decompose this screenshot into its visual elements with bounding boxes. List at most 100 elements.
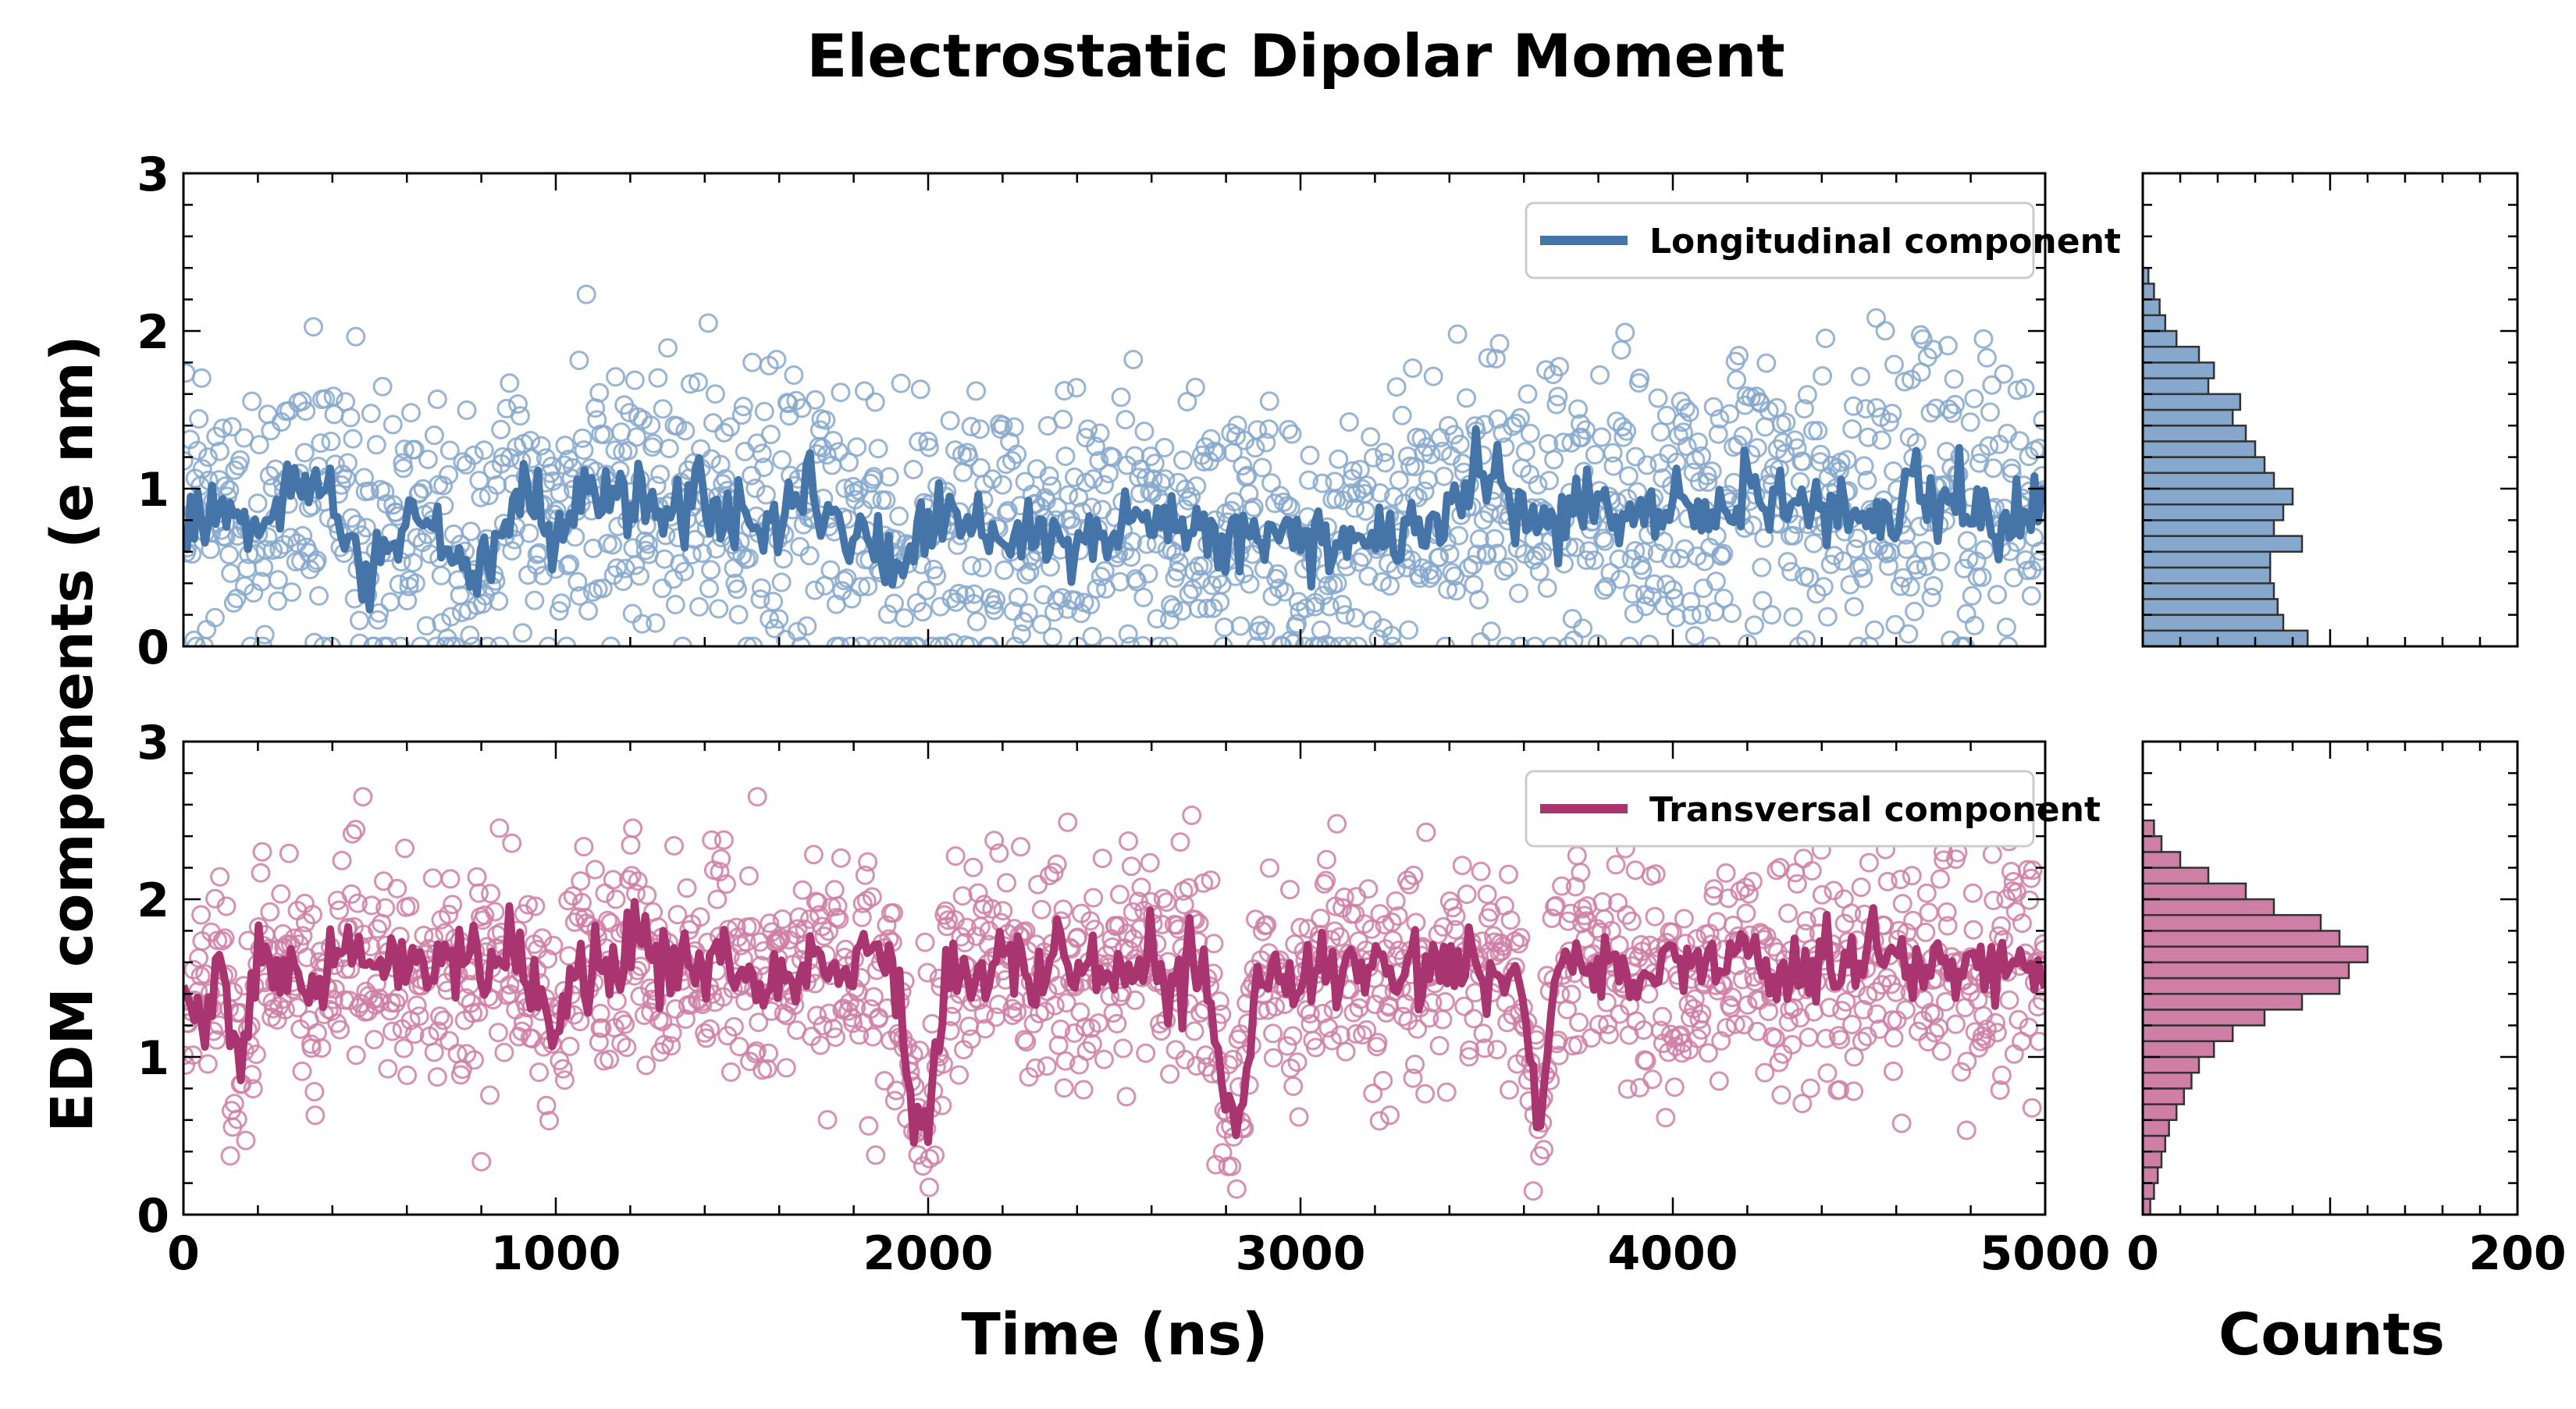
scatter-point bbox=[1898, 624, 1919, 644]
scatter-point bbox=[1434, 466, 1454, 486]
scatter-point bbox=[618, 440, 639, 461]
scatter-point bbox=[792, 880, 813, 900]
scatter-point bbox=[1942, 403, 1962, 423]
scatter-point bbox=[961, 417, 981, 436]
scatter-point bbox=[2033, 934, 2045, 954]
histogram-bar bbox=[2141, 598, 2279, 616]
scatter-point bbox=[813, 1016, 833, 1036]
histogram-bar bbox=[2141, 487, 2294, 506]
scatter-point bbox=[276, 1000, 295, 1019]
scatter-point bbox=[1594, 580, 1614, 600]
scatter-point bbox=[1585, 445, 1605, 464]
scatter-point bbox=[1361, 919, 1382, 939]
scatter-point bbox=[1710, 409, 1730, 429]
scatter-point bbox=[789, 907, 809, 927]
x-axis-label: Time (ns) bbox=[961, 1301, 1268, 1368]
scatter-point bbox=[851, 636, 871, 646]
scatter-point bbox=[1576, 550, 1596, 571]
histogram-bars bbox=[2141, 266, 2309, 648]
scatter-point bbox=[1439, 544, 1460, 564]
scatter-point bbox=[1280, 880, 1300, 900]
scatter-point bbox=[1987, 585, 2008, 605]
scatter-point bbox=[292, 391, 312, 411]
scatter-point bbox=[1552, 876, 1572, 896]
scatter-point bbox=[1343, 1002, 1364, 1023]
scatter-point bbox=[1283, 1076, 1304, 1096]
scatter-point bbox=[525, 590, 545, 610]
scatter-point bbox=[982, 469, 1002, 489]
scatter-point bbox=[529, 1062, 550, 1083]
scatter-series bbox=[183, 284, 2045, 646]
scatter-point bbox=[1443, 898, 1463, 918]
scatter-point bbox=[1653, 1006, 1672, 1027]
scatter-point bbox=[1290, 917, 1311, 938]
scatter-point bbox=[558, 891, 578, 911]
scatter-point bbox=[717, 874, 736, 894]
scatter-point bbox=[1403, 1068, 1423, 1088]
scatter-point bbox=[2015, 378, 2035, 398]
scatter-point bbox=[550, 482, 570, 503]
scatter-point bbox=[215, 928, 235, 948]
scatter-point bbox=[982, 898, 1002, 919]
scatter-point bbox=[1386, 377, 1407, 397]
scatter-point bbox=[1336, 1041, 1356, 1062]
scatter-point bbox=[1914, 541, 1934, 561]
scatter-point bbox=[1598, 1014, 1618, 1034]
scatter-point bbox=[418, 450, 438, 469]
scatter-point bbox=[1279, 419, 1299, 439]
scatter-point bbox=[475, 906, 495, 925]
scatter-point bbox=[1923, 340, 1943, 360]
scatter-point bbox=[440, 869, 461, 889]
scatter-point bbox=[426, 636, 447, 646]
scatter-point bbox=[1939, 399, 1959, 419]
scatter-point bbox=[1345, 608, 1365, 628]
scatter-point bbox=[1206, 1155, 1226, 1175]
histogram-bar bbox=[2141, 945, 2369, 964]
scatter-point bbox=[1187, 476, 1207, 496]
scatter-point bbox=[986, 589, 1006, 610]
scatter-point bbox=[1369, 1111, 1389, 1131]
scatter-point bbox=[1675, 398, 1695, 418]
scatter-point bbox=[1892, 894, 1912, 914]
scatter-point bbox=[692, 543, 713, 564]
scatter-point bbox=[382, 415, 403, 435]
scatter-point bbox=[1373, 1070, 1393, 1091]
scatter-point bbox=[1031, 899, 1051, 920]
scatter-point bbox=[1349, 552, 1369, 572]
scatter-point bbox=[1688, 1028, 1708, 1048]
scatter-point bbox=[1044, 995, 1065, 1016]
scatter-point bbox=[749, 1012, 769, 1033]
scatter-point bbox=[1585, 550, 1604, 571]
scatter-point bbox=[364, 636, 384, 646]
scatter-point bbox=[493, 447, 513, 467]
scatter-point bbox=[1744, 615, 1764, 635]
scatter-point bbox=[1446, 581, 1467, 601]
scatter-point bbox=[528, 939, 547, 959]
scatter-point bbox=[1775, 443, 1795, 464]
scatter-point bbox=[1055, 447, 1076, 466]
scatter-point bbox=[1467, 544, 1487, 564]
scatter-point bbox=[1747, 438, 1767, 458]
scatter-point bbox=[1674, 909, 1694, 929]
scatter-point bbox=[1852, 1031, 1872, 1051]
scatter-point bbox=[841, 636, 861, 646]
scatter-point bbox=[664, 836, 684, 856]
scatter-point bbox=[1277, 1036, 1297, 1056]
scatter-point bbox=[834, 571, 855, 591]
series-line bbox=[183, 898, 2045, 1147]
scatter-point bbox=[961, 1029, 981, 1049]
scatter-point bbox=[886, 1080, 906, 1101]
scatter-point bbox=[1711, 1030, 1731, 1051]
scatter-point bbox=[570, 1012, 590, 1032]
scatter-point bbox=[1831, 1030, 1851, 1050]
scatter-point bbox=[439, 904, 459, 924]
scatter-point bbox=[1500, 1080, 1519, 1100]
scatter-point bbox=[1858, 427, 1878, 447]
scatter-point bbox=[858, 576, 878, 596]
scatter-point bbox=[1382, 625, 1402, 646]
scatter-point bbox=[1851, 366, 1870, 386]
histogram-bar bbox=[2141, 329, 2178, 348]
scatter-point bbox=[889, 506, 909, 526]
scatter-point bbox=[1358, 879, 1379, 899]
